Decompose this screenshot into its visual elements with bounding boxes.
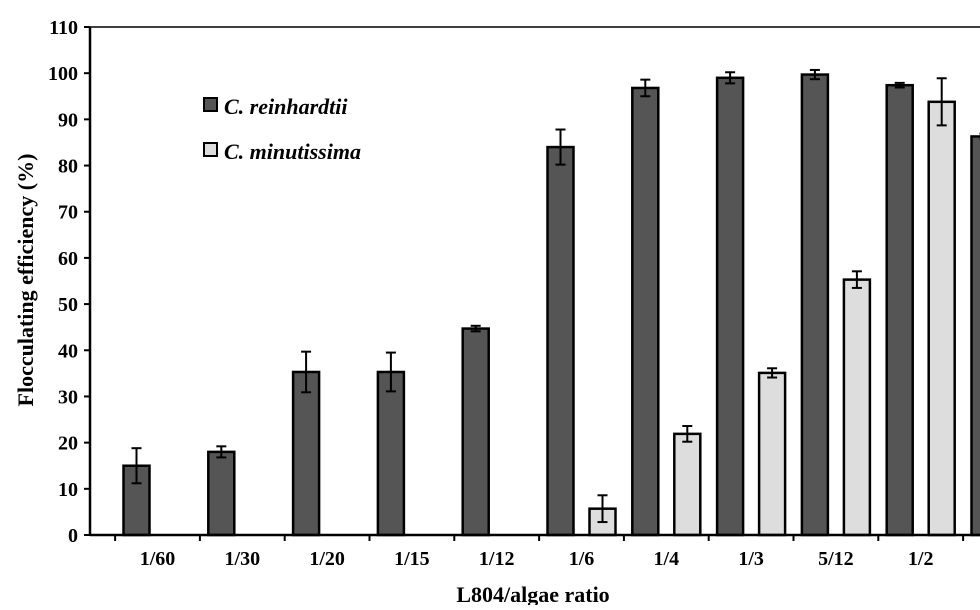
y-tick-label: 50 — [58, 294, 78, 316]
y-tick-label: 70 — [58, 202, 78, 224]
legend-swatch-1 — [204, 143, 217, 156]
bar-minutissima-9 — [929, 102, 955, 535]
bar-reinhardtii-6 — [632, 88, 658, 535]
bar-reinhardtii-10 — [972, 136, 980, 535]
y-tick-label: 80 — [58, 156, 78, 178]
bar-reinhardtii-1 — [208, 452, 234, 535]
legend-swatch-0 — [204, 98, 217, 111]
y-tick-label: 30 — [58, 386, 78, 408]
y-tick-label: 100 — [48, 63, 78, 85]
x-tick-label: 1/60 — [140, 548, 176, 570]
x-tick-label: 1/2 — [908, 548, 934, 570]
bar-reinhardtii-4 — [463, 329, 489, 535]
x-tick-label: 1/4 — [654, 548, 680, 570]
legend-label-1: C. minutissima — [224, 139, 361, 164]
legend-label-0: C. reinhardtii — [224, 94, 348, 119]
bar-reinhardtii-3 — [378, 372, 404, 535]
y-tick-label: 0 — [68, 525, 78, 547]
y-tick-label: 40 — [58, 340, 78, 362]
x-axis-title: L804/algae ratio — [456, 582, 609, 605]
x-tick-label: 1/3 — [738, 548, 764, 570]
bar-minutissima-8 — [844, 280, 870, 535]
x-tick-label: 5/12 — [818, 548, 854, 570]
bar-reinhardtii-7 — [717, 78, 743, 535]
y-tick-label: 110 — [49, 17, 78, 39]
x-tick-label: 1/6 — [569, 548, 595, 570]
y-axis-title: Flocculating efficiency (%) — [13, 154, 38, 407]
x-tick-label: 1/30 — [225, 548, 261, 570]
bar-minutissima-7 — [759, 373, 785, 535]
y-tick-label: 20 — [58, 433, 78, 455]
y-tick-label: 90 — [58, 109, 78, 131]
axes-layer: 1/601/301/201/151/121/61/41/35/121/27/12… — [48, 17, 980, 570]
legend: C. reinhardtii C. minutissima — [204, 94, 361, 164]
bar-reinhardtii-9 — [887, 85, 913, 535]
bar-reinhardtii-8 — [802, 75, 828, 535]
bar-minutissima-6 — [674, 434, 700, 535]
y-tick-label: 10 — [58, 479, 78, 501]
bar-reinhardtii-2 — [293, 372, 319, 535]
x-tick-label: 1/20 — [309, 548, 345, 570]
y-tick-label: 60 — [58, 248, 78, 270]
x-tick-label: 1/15 — [394, 548, 430, 570]
bar-reinhardtii-5 — [548, 147, 574, 535]
x-tick-label: 1/12 — [479, 548, 515, 570]
